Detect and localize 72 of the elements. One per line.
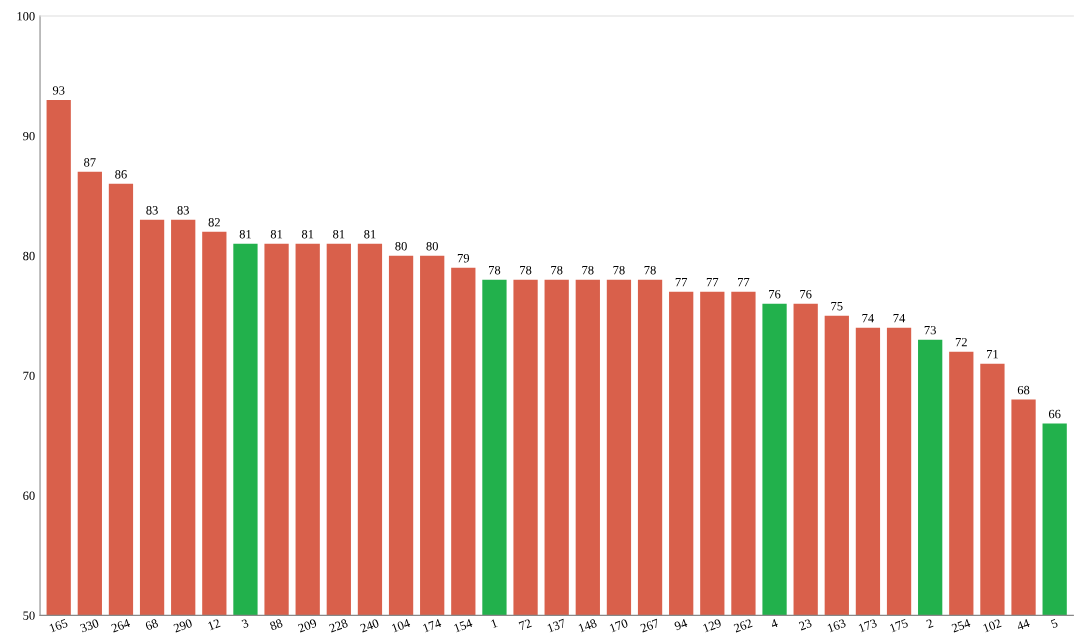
x-tick-label: 2 [925, 618, 934, 629]
x-tick-label: 23 [798, 618, 813, 631]
x-tick-label: 1 [490, 618, 498, 629]
x-tick-label: 264 [110, 618, 131, 633]
x-tick-label: 173 [858, 618, 878, 633]
x-tick-label: 5 [1050, 618, 1059, 629]
x-tick-label: 290 [173, 618, 193, 633]
data-label: 72 [955, 337, 967, 347]
data-label: 81 [270, 230, 283, 239]
data-label: 77 [738, 278, 750, 287]
data-label: 83 [146, 206, 158, 215]
data-label: 76 [769, 289, 781, 299]
data-label: 81 [364, 230, 376, 239]
data-label: 75 [831, 302, 843, 311]
x-tick-label: 267 [639, 618, 660, 633]
data-label: 81 [301, 230, 314, 239]
y-tick-label: 80 [23, 251, 35, 261]
x-tick-label: 102 [982, 618, 1002, 633]
x-tick-label: 175 [889, 618, 909, 633]
x-tick-label: 262 [733, 618, 753, 633]
data-label: 66 [1048, 409, 1061, 419]
data-label: 78 [520, 265, 532, 275]
x-tick-label: 88 [269, 618, 284, 631]
x-tick-label: 209 [297, 618, 318, 633]
data-label: 78 [644, 265, 656, 275]
x-tick-label: 148 [578, 618, 598, 633]
data-label: 74 [862, 314, 874, 323]
x-tick-label: 72 [518, 618, 532, 631]
data-label: 78 [613, 265, 625, 275]
y-tick-label: 60 [23, 491, 35, 500]
data-label: 80 [426, 242, 438, 251]
x-tick-label: 165 [49, 618, 69, 633]
data-label: 77 [675, 278, 688, 287]
x-tick-label: 228 [328, 618, 349, 633]
x-tick-label: 3 [241, 618, 249, 629]
data-label: 74 [893, 314, 906, 323]
y-tick-label: 70 [23, 371, 35, 381]
data-label: 81 [239, 230, 251, 239]
data-label: 78 [551, 265, 563, 275]
data-label: 78 [582, 265, 594, 275]
x-tick-label: 240 [359, 618, 380, 633]
x-tick-label: 12 [207, 618, 221, 631]
data-label: 87 [84, 158, 96, 167]
data-label: 78 [489, 265, 501, 275]
data-label: 68 [1017, 385, 1030, 395]
x-tick-label: 94 [673, 618, 688, 631]
data-label: 83 [177, 206, 189, 215]
x-tick-label: 170 [609, 618, 629, 633]
x-tick-label: 163 [827, 618, 847, 633]
x-tick-label: 104 [391, 618, 411, 633]
data-label: 86 [115, 170, 127, 179]
y-tick-label: 90 [23, 131, 35, 141]
y-tick-label: 50 [23, 611, 35, 620]
x-tick-label: 154 [453, 618, 474, 633]
x-tick-label: 174 [422, 618, 442, 633]
y-tick-label: 100 [17, 12, 35, 21]
data-label: 73 [924, 325, 936, 335]
data-label: 76 [800, 289, 812, 299]
x-tick-label: 44 [1016, 618, 1031, 631]
x-tick-label: 137 [547, 618, 567, 633]
data-label: 81 [333, 230, 345, 239]
data-label: 93 [52, 86, 65, 95]
x-tick-label: 254 [951, 618, 971, 633]
x-tick-label: 129 [702, 618, 722, 633]
x-tick-label: 4 [770, 618, 779, 629]
data-label: 79 [457, 254, 470, 263]
data-label: 80 [395, 242, 407, 251]
x-tick-label: 68 [144, 618, 159, 631]
data-label: 77 [706, 278, 719, 287]
data-label: 71 [987, 349, 998, 359]
data-label: 82 [208, 218, 220, 227]
x-tick-label: 330 [79, 618, 100, 633]
